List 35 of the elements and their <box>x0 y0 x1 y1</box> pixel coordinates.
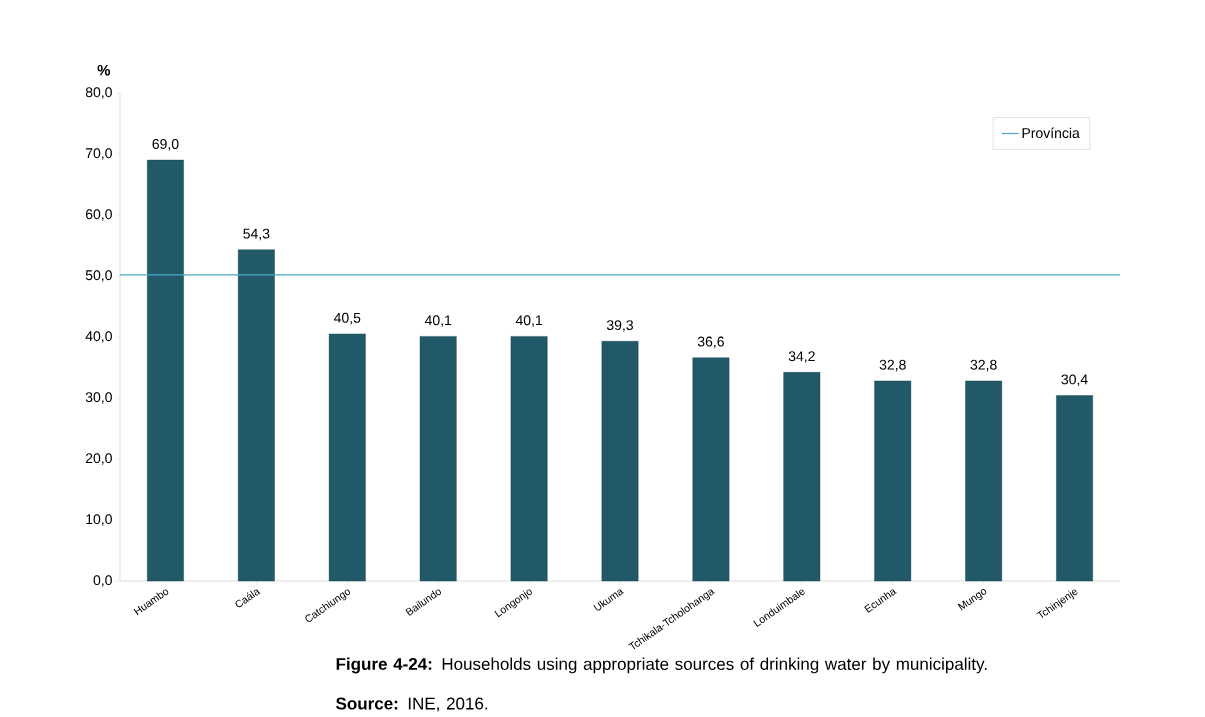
y-tick-label: 70,0 <box>85 148 112 160</box>
bar <box>510 336 548 582</box>
y-tick-label: 80,0 <box>85 87 112 99</box>
data-label: 40,1 <box>424 315 452 327</box>
y-tick-label: 20,0 <box>85 453 112 465</box>
data-label: 36,6 <box>697 336 724 349</box>
data-label: 32,8 <box>970 359 997 372</box>
data-label: 34,2 <box>788 351 815 363</box>
data-label: 54,3 <box>243 228 270 241</box>
bar <box>1056 395 1093 582</box>
bar <box>783 372 821 582</box>
bar <box>601 341 639 582</box>
y-tick-label: 50,0 <box>85 270 112 282</box>
data-label: 40,5 <box>333 312 361 325</box>
y-tick-label: 0,0 <box>93 575 112 587</box>
bar <box>692 357 730 582</box>
text: Source: INE, 2016. <box>336 697 488 712</box>
y-tick-label: 60,0 <box>85 209 112 221</box>
y-tick-label: 10,0 <box>86 514 112 526</box>
data-label: 40,1 <box>515 315 543 327</box>
bar <box>328 333 366 582</box>
bar <box>237 249 275 582</box>
y-tick-label: 40,0 <box>85 331 112 343</box>
bar <box>147 159 184 582</box>
data-label: 39,3 <box>606 320 634 332</box>
bar <box>965 380 1003 582</box>
legend-label: Província <box>1022 127 1080 139</box>
y-axis-title: % <box>97 64 111 76</box>
text: Figure 4-24: Households using appropriate sources of drinking water by municipality. <box>336 657 987 674</box>
bar <box>419 336 457 582</box>
data-label: 32,8 <box>879 359 906 372</box>
y-tick-label: 30,0 <box>85 392 112 404</box>
bar <box>874 380 912 582</box>
data-label: 69,0 <box>152 138 179 151</box>
data-label: 30,4 <box>1061 374 1088 387</box>
